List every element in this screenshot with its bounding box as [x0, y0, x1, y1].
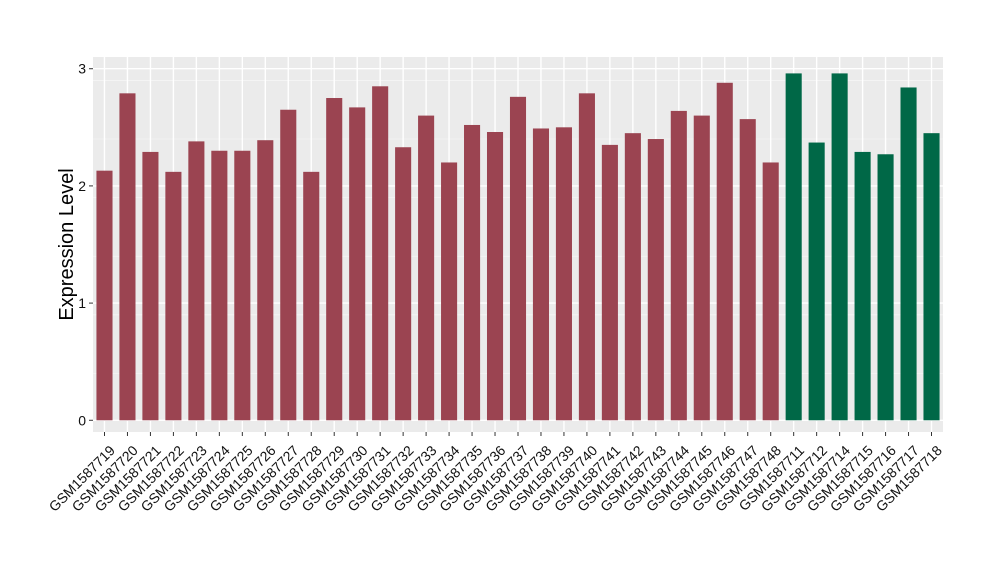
bar-GSM1587722 [165, 171, 182, 421]
y-axis: 0 1 2 3 [78, 61, 93, 428]
bar-GSM1587728 [303, 171, 320, 421]
bar-GSM1587744 [670, 110, 687, 421]
bar-GSM1587740 [578, 93, 595, 421]
x-axis: GSM1587719GSM1587720GSM1587721GSM1587722… [46, 432, 945, 515]
y-tick-label: 2 [78, 178, 86, 194]
bar-GSM1587720 [119, 93, 136, 421]
bar-GSM1587736 [486, 132, 504, 421]
bar-GSM1587733 [418, 115, 435, 421]
bar-GSM1587737 [509, 96, 527, 421]
bar-GSM1587718 [923, 133, 940, 421]
bar-GSM1587711 [785, 73, 802, 421]
bar-GSM1587714 [831, 73, 848, 421]
y-axis-title: Expression Level [56, 168, 78, 320]
bar-GSM1587742 [624, 133, 641, 421]
bar-GSM1587732 [395, 147, 412, 421]
bar-GSM1587717 [900, 87, 917, 421]
bar-GSM1587747 [739, 119, 756, 421]
y-tick-label: 0 [78, 412, 86, 428]
bar-GSM1587741 [601, 144, 618, 421]
bar-GSM1587715 [854, 151, 871, 421]
bar-GSM1587726 [257, 140, 274, 421]
bar-GSM1587721 [142, 151, 159, 421]
bar-GSM1587746 [716, 82, 733, 421]
bar-GSM1587712 [808, 142, 825, 421]
bar-GSM1587730 [349, 107, 366, 421]
bar-GSM1587739 [555, 127, 572, 421]
bar-GSM1587735 [464, 124, 481, 421]
bar-GSM1587743 [647, 139, 664, 421]
bar-GSM1587716 [877, 154, 894, 421]
bar-GSM1587734 [441, 162, 458, 421]
bars [96, 73, 940, 421]
bar-GSM1587738 [532, 128, 550, 421]
bar-GSM1587723 [188, 141, 205, 421]
bar-GSM1587725 [234, 150, 251, 421]
bar-GSM1587748 [762, 162, 779, 421]
bar-GSM1587719 [96, 170, 113, 421]
bar-GSM1587727 [280, 109, 297, 421]
y-tick-label: 1 [78, 295, 86, 311]
bar-GSM1587731 [372, 86, 389, 421]
bar-GSM1587729 [326, 98, 343, 421]
y-tick-label: 3 [78, 61, 86, 77]
bar-GSM1587745 [693, 115, 710, 421]
bar-GSM1587724 [211, 150, 228, 421]
